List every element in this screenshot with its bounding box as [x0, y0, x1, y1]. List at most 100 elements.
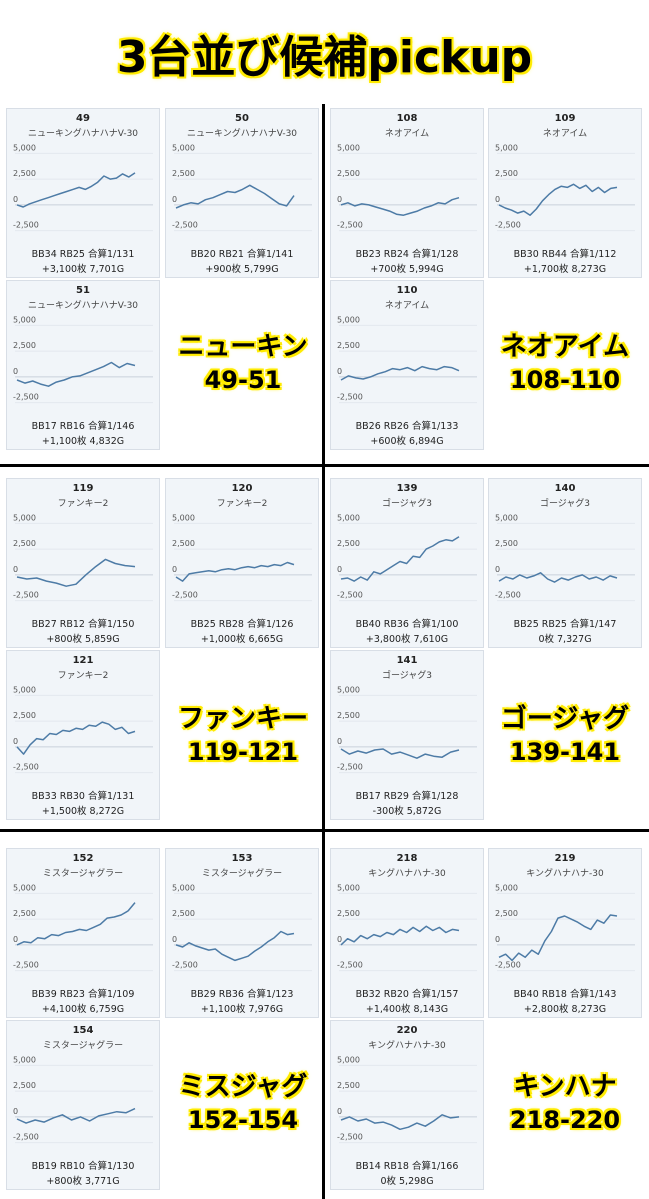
machine-name: ミスタージャグラー: [42, 1041, 124, 1051]
machine-name: ネオアイム: [384, 129, 430, 139]
y-tick-label: -2,500: [337, 393, 363, 402]
machine-card-154: 154 ミスタージャグラー 5,000 2,500 0 -2,500 BB19 RB10 合…: [6, 1020, 160, 1190]
y-tick-label: 5,000: [172, 883, 195, 892]
series-line: [340, 748, 460, 759]
machine-number: 120: [231, 483, 253, 494]
machine-card-121: 121 ファンキー2 5,000 2,500 0 -2,500 BB33 RB30 合算1/…: [6, 650, 160, 820]
bonus-stats: BB14 RB18 合算1/166: [355, 1161, 459, 1172]
group-name: ミスジャグ: [178, 1072, 308, 1102]
slump-chart: 5,000 2,500 0 -2,500: [495, 513, 635, 602]
slump-chart: 5,000 2,500 0 -2,500: [337, 883, 477, 972]
slump-chart: 5,000 2,500 0 -2,500: [13, 143, 153, 232]
y-tick-label: -2,500: [13, 1133, 39, 1142]
machine-name: ネオアイム: [542, 129, 588, 139]
group-range: 108-110: [509, 366, 621, 394]
group-label-kinghana: キンハナ 218-220: [485, 1070, 645, 1136]
y-tick-label: 5,000: [337, 143, 360, 152]
y-tick-label: 2,500: [13, 341, 36, 350]
machine-number: 218: [396, 853, 418, 864]
machine-name: キングハナハナ-30: [526, 869, 604, 879]
y-tick-label: -2,500: [13, 961, 39, 970]
group-name: ゴージャグ: [500, 704, 630, 734]
machine-number: 110: [396, 285, 418, 296]
result-summary: +900枚 5,799G: [205, 264, 279, 275]
y-tick-label: 2,500: [13, 909, 36, 918]
y-tick-label: -2,500: [495, 591, 521, 600]
group-range: 119-121: [187, 738, 299, 766]
y-tick-label: -2,500: [13, 393, 39, 402]
series-line: [340, 365, 460, 381]
series-line: [498, 183, 618, 216]
machine-card-109: 109 ネオアイム 5,000 2,500 0 -2,500 BB30 RB44 合算1/1…: [488, 108, 642, 278]
slump-chart: 5,000 2,500 0 -2,500: [337, 685, 477, 774]
y-tick-label: 2,500: [13, 539, 36, 548]
y-tick-label: 5,000: [495, 883, 518, 892]
machine-name: ゴージャグ3: [539, 499, 591, 509]
group-name: ファンキー: [177, 704, 308, 734]
y-tick-label: 0: [337, 195, 342, 204]
machine-card-49: 49 ニューキングハナハナV-30 5,000 2,500 0 -2,500 BB34 RB…: [6, 108, 160, 278]
series-line: [16, 721, 136, 755]
series-line: [16, 1107, 136, 1124]
y-tick-label: 2,500: [13, 711, 36, 720]
y-tick-label: -2,500: [172, 961, 198, 970]
machine-name: ニューキングハナハナV-30: [27, 129, 139, 139]
result-summary: +4,100枚 6,759G: [41, 1004, 125, 1015]
slump-chart: 5,000 2,500 0 -2,500: [172, 513, 312, 602]
bonus-stats: BB29 RB36 合算1/123: [190, 989, 294, 1000]
machine-name: ファンキー2: [57, 499, 109, 509]
result-summary: 0枚 5,298G: [380, 1176, 434, 1187]
y-tick-label: -2,500: [337, 961, 363, 970]
slump-chart: 5,000 2,500 0 -2,500: [172, 143, 312, 232]
slump-chart: 5,000 2,500 0 -2,500: [13, 685, 153, 774]
result-summary: +3,800枚 7,610G: [365, 634, 449, 645]
machine-number: 220: [396, 1025, 418, 1036]
machine-card-120: 120 ファンキー2 5,000 2,500 0 -2,500 BB25 RB28 合算1/…: [165, 478, 319, 648]
slump-chart: 5,000 2,500 0 -2,500: [13, 315, 153, 404]
result-summary: +3,100枚 7,701G: [41, 264, 125, 275]
series-line: [498, 914, 618, 962]
bonus-stats: BB23 RB24 合算1/128: [355, 249, 459, 260]
machine-card-50: 50 ニューキングハナハナV-30 5,000 2,500 0 -2,500 BB20 RB…: [165, 108, 319, 278]
result-summary: +800枚 3,771G: [46, 1176, 120, 1187]
result-summary: +1,100枚 7,976G: [200, 1004, 284, 1015]
bonus-stats: BB30 RB44 合算1/112: [513, 249, 617, 260]
machine-name: キングハナハナ-30: [368, 869, 446, 879]
y-tick-label: 0: [495, 935, 500, 944]
series-line: [175, 184, 295, 209]
series-line: [340, 1114, 460, 1131]
machine-card-51: 51 ニューキングハナハナV-30 5,000 2,500 0 -2,500 BB17 RB…: [6, 280, 160, 450]
machine-number: 49: [76, 113, 90, 124]
y-tick-label: 0: [13, 935, 18, 944]
group-name: ネオアイム: [500, 332, 630, 362]
machine-name: ネオアイム: [384, 301, 430, 311]
y-tick-label: -2,500: [495, 961, 521, 970]
machine-number: 109: [554, 113, 576, 124]
y-tick-label: 5,000: [337, 1055, 360, 1064]
y-tick-label: 0: [13, 1107, 18, 1116]
y-tick-label: -2,500: [337, 591, 363, 600]
y-tick-label: 2,500: [337, 711, 360, 720]
machine-card-152: 152 ミスタージャグラー 5,000 2,500 0 -2,500 BB39 RB23 合…: [6, 848, 160, 1018]
y-tick-label: -2,500: [337, 763, 363, 772]
series-line: [16, 902, 136, 946]
y-tick-label: -2,500: [337, 221, 363, 230]
y-tick-label: 2,500: [337, 539, 360, 548]
y-tick-label: 0: [495, 565, 500, 574]
y-tick-label: 5,000: [495, 513, 518, 522]
bonus-stats: BB40 RB18 合算1/143: [513, 989, 617, 1000]
y-tick-label: 5,000: [495, 143, 518, 152]
y-tick-label: 2,500: [172, 539, 195, 548]
machine-card-108: 108 ネオアイム 5,000 2,500 0 -2,500 BB23 RB24 合算1/1…: [330, 108, 484, 278]
bonus-stats: BB17 RB16 合算1/146: [31, 421, 135, 432]
bonus-stats: BB40 RB36 合算1/100: [355, 619, 459, 630]
machine-name: ゴージャグ3: [381, 671, 433, 681]
machine-number: 119: [72, 483, 94, 494]
result-summary: -300枚 5,872G: [372, 806, 442, 817]
result-summary: +600枚 6,894G: [370, 436, 444, 447]
series-line: [16, 361, 136, 387]
y-tick-label: 5,000: [337, 315, 360, 324]
machine-number: 219: [554, 853, 576, 864]
page-title: 3台並び候補pickup: [116, 32, 533, 83]
y-tick-label: 2,500: [172, 909, 195, 918]
